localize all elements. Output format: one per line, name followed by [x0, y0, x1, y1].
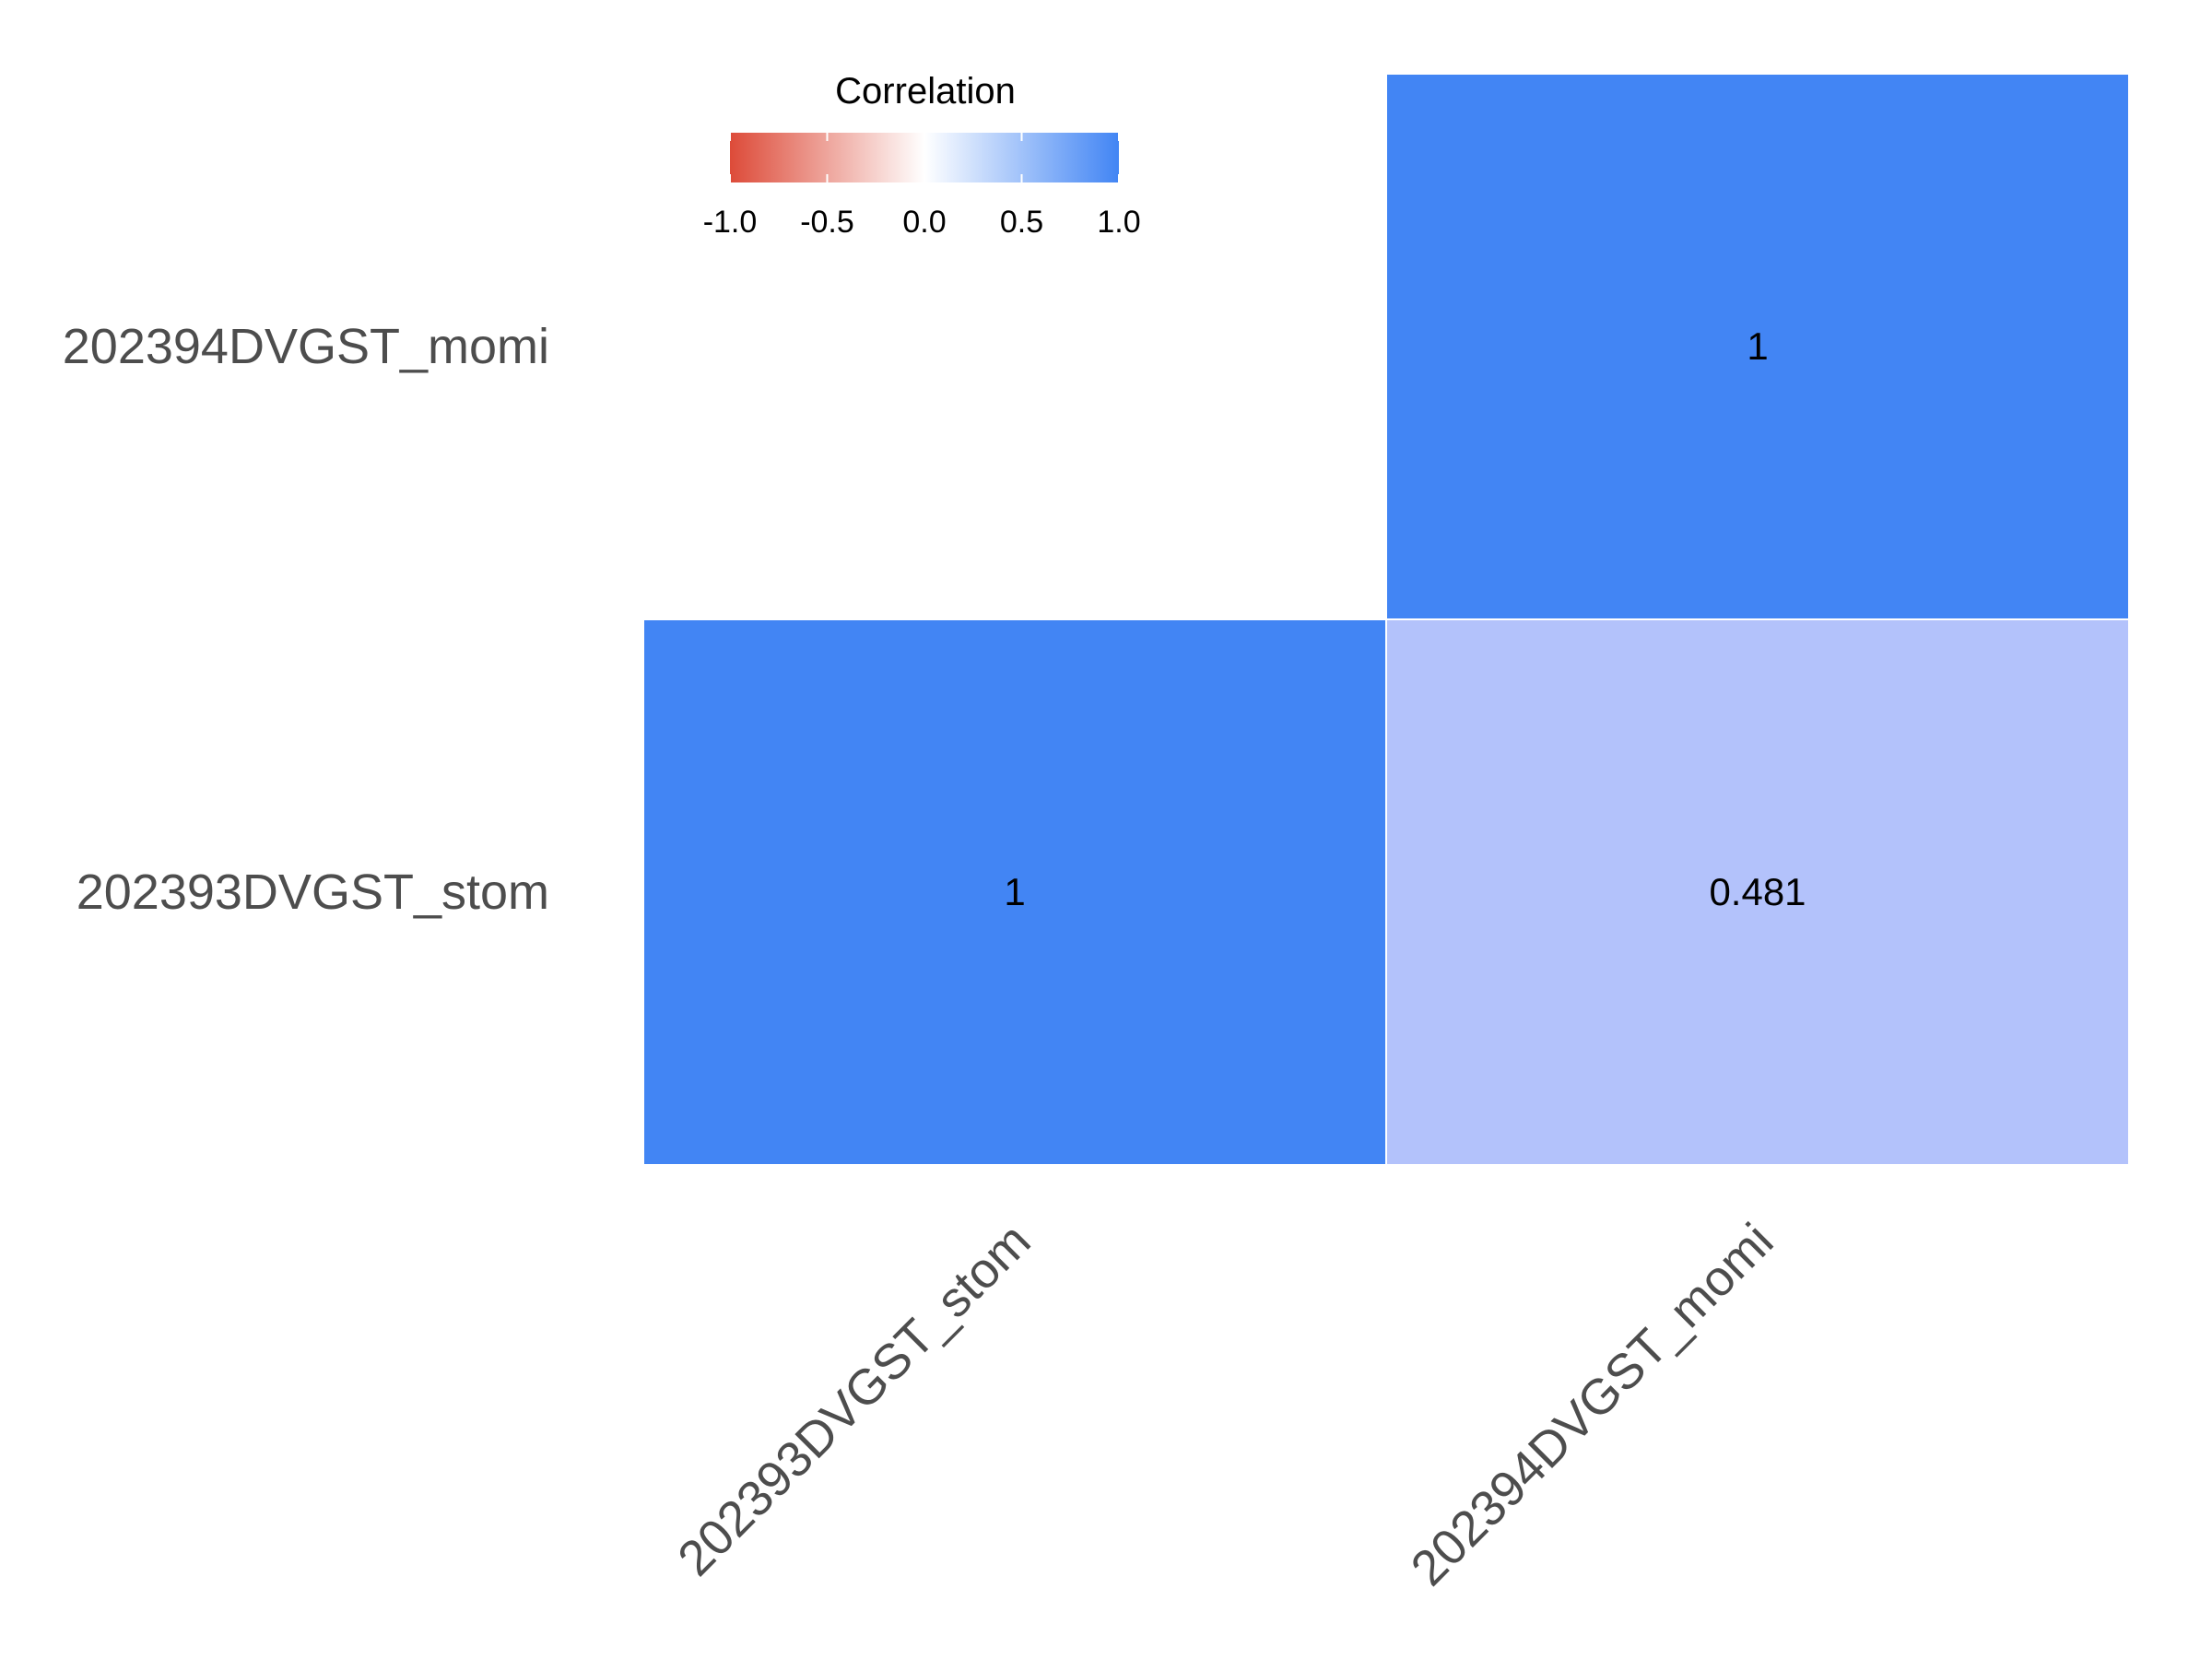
heatmap-cell	[642, 618, 1387, 1166]
x-axis-label: 202393DVGST_stom	[667, 1213, 1041, 1586]
y-axis-labels: 202394DVGST_momi 202393DVGST_stom	[63, 319, 549, 920]
heatmap-cell	[1385, 618, 2130, 1166]
x-axis-label: 202394DVGST_momi	[1401, 1213, 1784, 1596]
legend-tick-label: 0.0	[902, 205, 946, 240]
legend-tick-label: 1.0	[1097, 205, 1140, 240]
legend-tick-label: -1.0	[703, 205, 758, 240]
legend-title: Correlation	[835, 71, 1016, 112]
legend-ticks: -1.0 -0.5 0.0 0.5 1.0	[703, 133, 1141, 240]
legend-tick-label: -0.5	[800, 205, 854, 240]
y-axis-label: 202393DVGST_stom	[76, 865, 549, 920]
cell-value-label: 0.481	[1709, 870, 1806, 913]
cell-value-label: 1	[1004, 870, 1025, 913]
x-axis-labels: 202393DVGST_stom 202394DVGST_momi	[667, 1213, 1783, 1596]
legend: Correlation -1.0 -0.5 0.0 0.5 1.0	[703, 71, 1141, 240]
heatmap-cell	[1385, 73, 2130, 620]
legend-tick-label: 0.5	[1000, 205, 1043, 240]
cell-value-label: 1	[1747, 324, 1768, 368]
heatmap-cells: 1 1 0.481	[642, 73, 2130, 1166]
y-axis-label: 202394DVGST_momi	[63, 319, 549, 374]
